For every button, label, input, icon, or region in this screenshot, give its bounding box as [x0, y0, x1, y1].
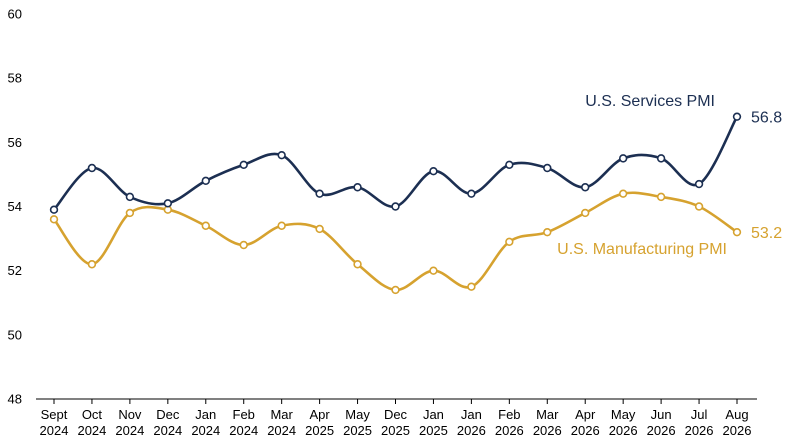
data-point — [656, 192, 666, 202]
x-tick-label: Jan 2025 — [419, 407, 448, 438]
data-point — [49, 215, 59, 224]
data-point — [201, 221, 210, 230]
data-point — [618, 154, 628, 163]
x-tick-label: Oct 2024 — [77, 407, 106, 438]
data-point — [239, 160, 248, 169]
y-tick-label: 48 — [8, 392, 22, 407]
series-line — [52, 115, 739, 212]
series-layer — [49, 112, 742, 295]
data-point — [315, 189, 324, 198]
data-point — [277, 150, 286, 160]
data-point — [429, 266, 438, 275]
data-point — [201, 176, 210, 186]
x-tick-label: Jun 2026 — [647, 407, 676, 438]
x-tick-label: Dec 2025 — [381, 407, 410, 438]
data-point — [581, 208, 590, 218]
data-point — [429, 167, 438, 176]
data-point — [125, 192, 135, 202]
data-point — [467, 189, 476, 198]
series-name-label: U.S. Manufacturing PMI — [557, 241, 727, 258]
data-point — [87, 260, 97, 269]
data-point — [656, 154, 666, 163]
end-value-label: 56.8 — [751, 110, 782, 127]
data-point — [505, 160, 514, 169]
data-point — [391, 202, 400, 211]
data-point — [543, 163, 552, 173]
data-point — [353, 183, 362, 192]
data-point — [163, 199, 173, 208]
data-point — [49, 205, 59, 214]
x-tick-label: Apr 2025 — [305, 407, 334, 438]
y-tick-label: 60 — [8, 7, 22, 22]
series-name-label: U.S. Services PMI — [585, 93, 715, 110]
x-tick-label: Feb 2026 — [495, 407, 524, 438]
data-point — [694, 202, 704, 211]
data-point — [505, 237, 514, 246]
x-tick-label: Mar 2024 — [267, 407, 296, 438]
x-tick-label: Dec 2024 — [153, 407, 182, 438]
data-point — [543, 227, 552, 237]
x-tick-label: Jan 2026 — [457, 407, 486, 438]
x-tick-label: May 2026 — [609, 407, 638, 438]
x-tick-label: Feb 2024 — [229, 407, 258, 438]
x-tick-label: Aug 2026 — [723, 407, 752, 438]
y-tick-label: 54 — [8, 199, 22, 214]
data-point — [277, 221, 286, 230]
data-point — [391, 285, 400, 295]
data-point — [467, 282, 476, 291]
data-point — [732, 112, 742, 121]
x-tick-label: Mar 2026 — [533, 407, 562, 438]
x-tick-label: Nov 2024 — [115, 407, 144, 438]
x-tick-label: Jan 2024 — [191, 407, 220, 438]
data-point — [125, 208, 135, 218]
x-tick-label: Sept 2024 — [40, 407, 69, 438]
data-point — [239, 240, 248, 250]
end-value-label: 53.2 — [751, 225, 782, 242]
data-point — [315, 224, 324, 234]
series-labels: U.S. Manufacturing PMI 53.2 U.S. Services … — [557, 93, 782, 258]
y-tick-label: 56 — [8, 135, 22, 150]
y-tick-label: 52 — [8, 263, 22, 278]
y-axis: 48 50 52 54 56 58 60 — [8, 7, 22, 407]
x-tick-label: Jul 2026 — [685, 407, 714, 438]
data-point — [732, 227, 742, 237]
data-point — [618, 189, 628, 198]
x-axis: Sept 2024 Oct 2024 Nov 2024 Dec 2024 Jan 2024 Feb 2… — [36, 398, 757, 438]
data-point — [87, 163, 97, 173]
data-point — [581, 183, 590, 192]
x-tick-label: May 2025 — [343, 407, 372, 438]
data-point — [694, 179, 704, 189]
y-tick-label: 50 — [8, 327, 22, 342]
x-tick-label: Apr 2026 — [571, 407, 600, 438]
y-tick-label: 58 — [8, 71, 22, 86]
data-point — [353, 260, 362, 269]
